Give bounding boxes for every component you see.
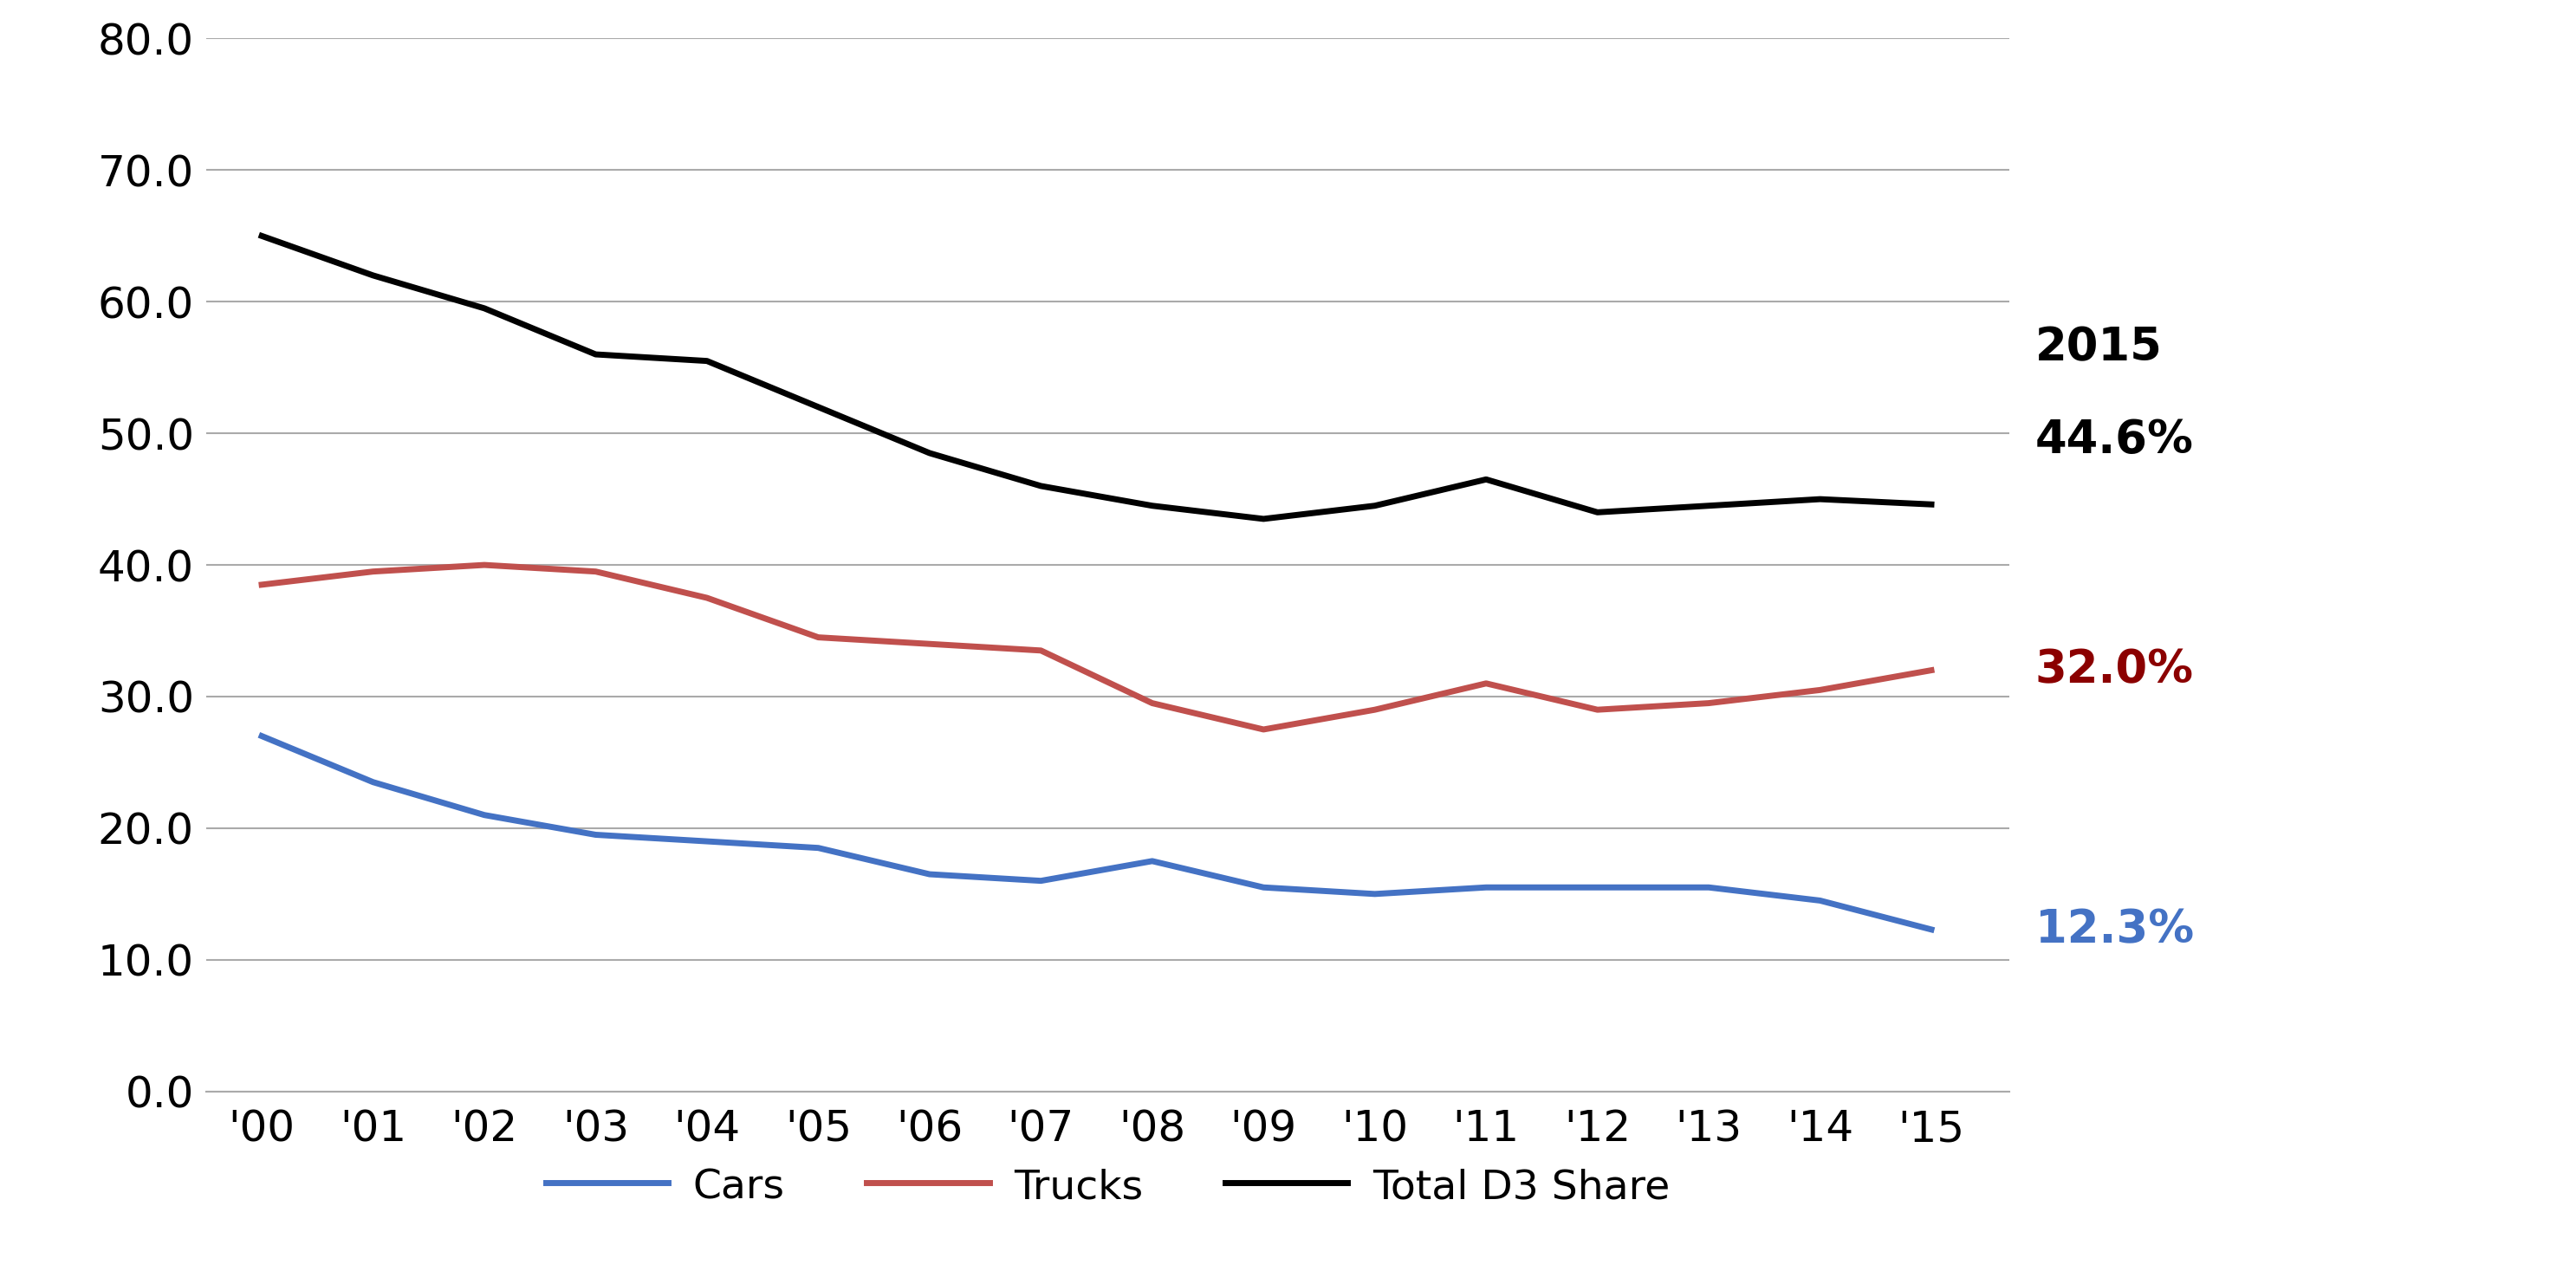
Trucks <box>1582 702 1613 718</box>
Text: 12.3%: 12.3% <box>2035 907 2195 951</box>
Trucks <box>1360 702 1391 718</box>
Total D3 Share <box>247 229 278 244</box>
Text: 32.0%: 32.0% <box>2035 647 2195 693</box>
Cars <box>1136 854 1167 869</box>
Trucks <box>1247 722 1278 737</box>
Trucks <box>1471 675 1502 691</box>
Cars <box>1247 880 1278 895</box>
Total D3 Share <box>1917 497 1947 512</box>
Trucks <box>1917 663 1947 678</box>
Trucks <box>914 637 945 652</box>
Line: Trucks: Trucks <box>263 565 1932 729</box>
Cars <box>914 867 945 882</box>
Line: Total D3 Share: Total D3 Share <box>263 236 1932 519</box>
Cars <box>1360 886 1391 901</box>
Cars <box>469 808 500 823</box>
Total D3 Share <box>1136 498 1167 514</box>
Cars <box>247 728 278 743</box>
Cars <box>358 774 389 790</box>
Total D3 Share <box>1025 478 1056 493</box>
Cars <box>1692 880 1723 895</box>
Total D3 Share <box>1692 498 1723 514</box>
Total D3 Share <box>1471 471 1502 487</box>
Total D3 Share <box>1247 511 1278 526</box>
Line: Cars: Cars <box>263 736 1932 930</box>
Total D3 Share <box>1582 505 1613 520</box>
Trucks <box>1136 696 1167 711</box>
Total D3 Share <box>914 446 945 461</box>
Trucks <box>247 577 278 592</box>
Total D3 Share <box>1806 492 1837 507</box>
Trucks <box>1692 696 1723 711</box>
Total D3 Share <box>804 399 835 415</box>
Trucks <box>690 591 721 606</box>
Cars <box>1471 880 1502 895</box>
Trucks <box>1025 643 1056 659</box>
Text: 44.6%: 44.6% <box>2035 417 2195 462</box>
Trucks <box>804 629 835 645</box>
Trucks <box>469 557 500 573</box>
Trucks <box>358 564 389 579</box>
Text: 2015: 2015 <box>2035 325 2161 370</box>
Trucks <box>1806 682 1837 697</box>
Cars <box>580 827 611 842</box>
Total D3 Share <box>690 353 721 369</box>
Trucks <box>580 564 611 579</box>
Cars <box>1806 892 1837 908</box>
Total D3 Share <box>469 300 500 316</box>
Cars <box>690 833 721 849</box>
Total D3 Share <box>358 267 389 282</box>
Cars <box>1025 873 1056 889</box>
Cars <box>1917 922 1947 937</box>
Cars <box>1582 880 1613 895</box>
Cars <box>804 840 835 855</box>
Total D3 Share <box>1360 498 1391 514</box>
Total D3 Share <box>580 347 611 362</box>
Legend: Cars, Trucks, Total D3 Share: Cars, Trucks, Total D3 Share <box>528 1150 1687 1224</box>
